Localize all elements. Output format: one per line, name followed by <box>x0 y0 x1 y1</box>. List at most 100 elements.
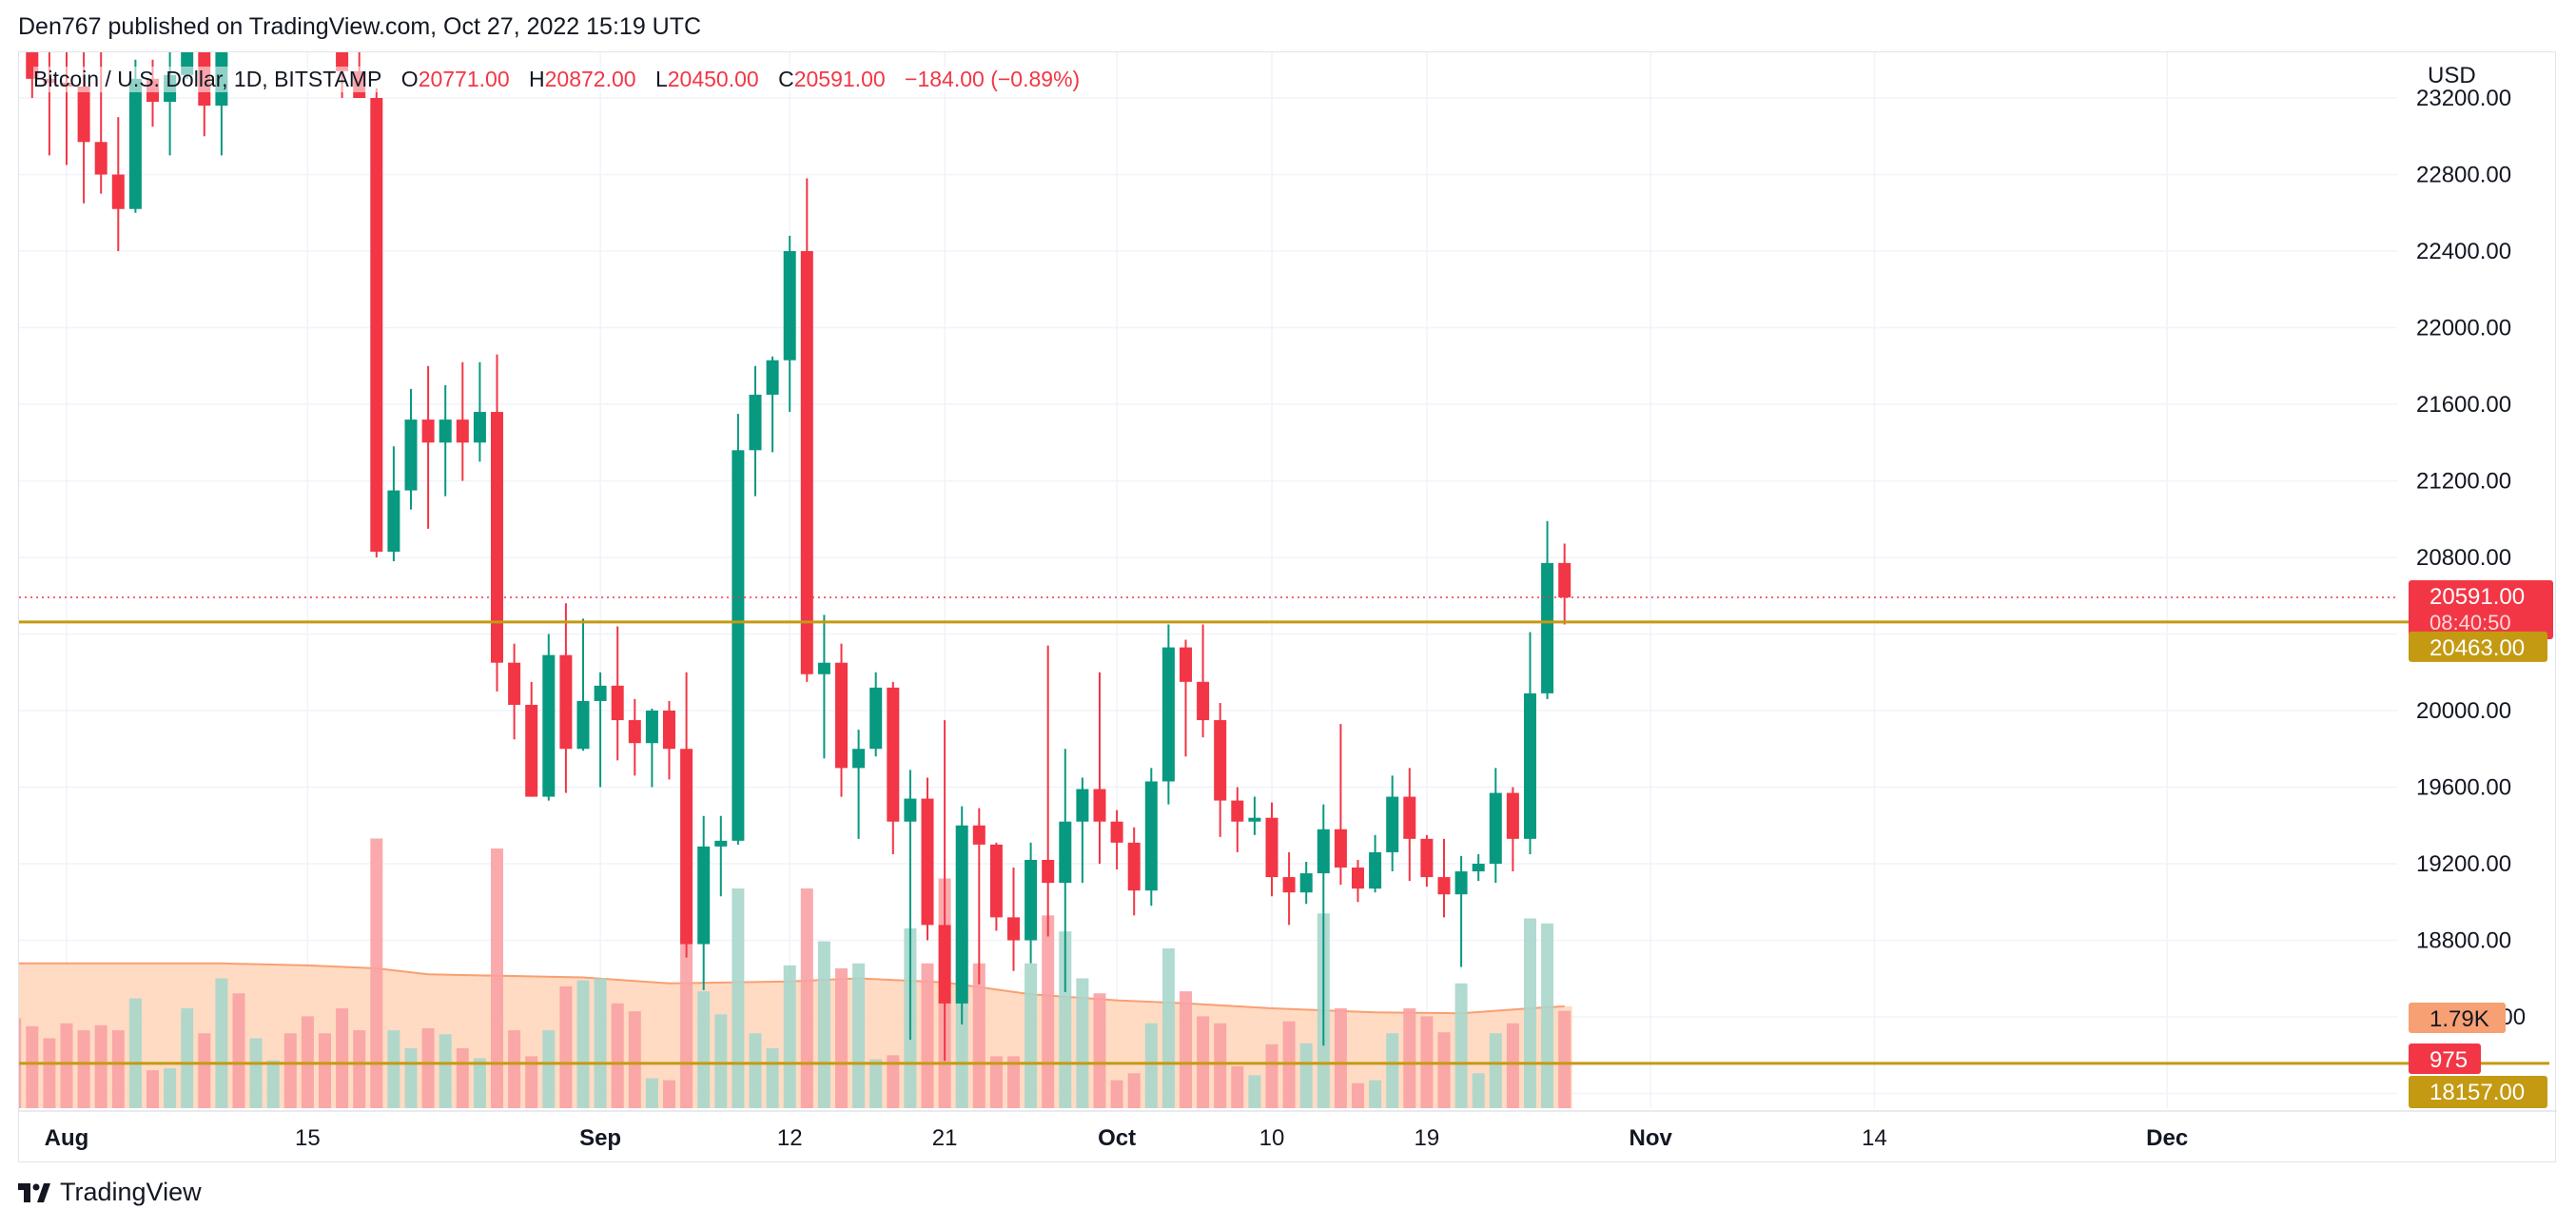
axes: 23200.00 22800.00 22400.00 22000.00 21600.00… <box>45 86 2553 1151</box>
close-key: C <box>778 67 794 91</box>
candle-body <box>181 52 194 75</box>
volume-bar <box>249 1038 263 1108</box>
candle-body <box>508 662 521 705</box>
candle-body <box>972 825 986 845</box>
volume-ma-label: 1.79K <box>2430 1006 2489 1032</box>
y-tick-label: 23200.00 <box>2416 86 2511 111</box>
volume-label-bg <box>2409 1044 2481 1074</box>
volume-bar <box>1007 1056 1020 1108</box>
volume-bar <box>387 1030 400 1108</box>
candle-body <box>955 825 968 1004</box>
volume-bar <box>783 965 796 1108</box>
candle-body <box>697 846 711 945</box>
candle-body <box>1127 842 1141 891</box>
candle-body <box>904 798 917 822</box>
candle-body <box>714 840 728 847</box>
volume-bar <box>972 963 986 1108</box>
candle-body <box>989 844 1003 918</box>
candle-body <box>1403 796 1416 839</box>
candle-body <box>387 490 400 552</box>
candle-body <box>1059 821 1072 884</box>
volume-bar <box>421 1028 435 1108</box>
volume-bar <box>1403 1008 1416 1108</box>
x-tick-label: 14 <box>1862 1125 1887 1151</box>
candle-body <box>645 711 658 744</box>
candle-body <box>749 394 762 451</box>
volume-bar <box>1369 1080 1382 1108</box>
candle-body <box>835 662 848 769</box>
volume-bar <box>1437 1032 1451 1108</box>
volume-bar <box>336 1008 349 1108</box>
volume-bar <box>146 1070 159 1108</box>
volume-bar <box>370 838 383 1108</box>
last-price-label-countdown: 08:40:50 <box>2430 611 2511 634</box>
volume-bar <box>576 980 590 1108</box>
volume-bar <box>60 1023 73 1108</box>
volume-bar <box>663 1080 675 1108</box>
currency-label[interactable]: USD <box>2428 63 2476 88</box>
candle-body <box>1454 871 1468 895</box>
volume-bar <box>1231 1065 1244 1108</box>
volume-bar <box>1214 1023 1227 1108</box>
chart-frame[interactable] <box>18 51 2556 1162</box>
candle-body <box>128 78 142 209</box>
hline-label-20463: 20463.00 <box>2430 635 2525 661</box>
volume-bar <box>1454 983 1468 1108</box>
y-tick-label: 22800.00 <box>2416 163 2511 188</box>
volume-bar <box>283 1033 297 1108</box>
volume-bar <box>749 1033 762 1108</box>
tradingview-brand[interactable]: TradingView <box>60 1178 202 1206</box>
volume-bar <box>732 888 745 1108</box>
volume-ma-label-bg <box>2409 1003 2506 1033</box>
candle-body <box>404 419 418 491</box>
candle-body <box>1558 562 1571 598</box>
volume-bar <box>1127 1073 1141 1108</box>
volume-bar <box>1541 923 1554 1108</box>
candle-body <box>525 704 538 797</box>
volume-bar <box>594 978 607 1108</box>
x-tick-label: Aug <box>45 1125 89 1151</box>
candle-body <box>869 687 883 750</box>
volume-bar <box>164 1068 177 1108</box>
volume-bar <box>215 978 228 1108</box>
candle-body <box>594 685 607 701</box>
volume-bar <box>508 1030 521 1108</box>
volume-bar <box>94 1024 107 1108</box>
volume-bar <box>1025 963 1038 1108</box>
volume-bar <box>887 1055 900 1108</box>
candle-body <box>336 52 349 71</box>
volume-bar <box>1076 978 1089 1108</box>
volume-bar <box>1161 948 1175 1108</box>
volume-bar <box>525 1056 538 1108</box>
volume-bar <box>817 941 830 1108</box>
candle-body <box>94 142 107 175</box>
volume-bar <box>1472 1073 1485 1108</box>
publish-info: Den767 published on TradingView.com, Oct… <box>18 13 702 40</box>
candle-body <box>1042 859 1055 884</box>
low-value: 20450.00 <box>667 67 759 91</box>
candle-body <box>1317 829 1330 874</box>
volume-bar <box>43 1038 56 1108</box>
last-price-label-bg <box>2409 580 2553 640</box>
x-tick-label: 10 <box>1259 1125 1285 1151</box>
volume-bar <box>921 963 934 1108</box>
candle-body <box>1231 800 1244 822</box>
volume-bar <box>1180 991 1192 1108</box>
volume-bar <box>1093 993 1106 1108</box>
candle-body <box>1299 873 1313 893</box>
symbol-label[interactable]: Bitcoin / U.S. Dollar, 1D, BITSTAMP <box>33 67 382 91</box>
volume-bar <box>473 1058 486 1108</box>
candle-body <box>421 419 435 443</box>
candle-body <box>1265 817 1278 878</box>
volume-bar <box>1042 915 1055 1108</box>
candle-body <box>1334 829 1347 868</box>
candle-body <box>491 412 503 663</box>
candles <box>26 52 1571 1062</box>
candle-body <box>1541 562 1554 693</box>
y-tick-label: 20800.00 <box>2416 545 2511 571</box>
volume-bar <box>1506 1023 1519 1108</box>
candle-body <box>1110 821 1123 843</box>
hline-label-18157-bg <box>2409 1076 2547 1108</box>
tradingview-logo-icon[interactable] <box>18 1182 50 1202</box>
